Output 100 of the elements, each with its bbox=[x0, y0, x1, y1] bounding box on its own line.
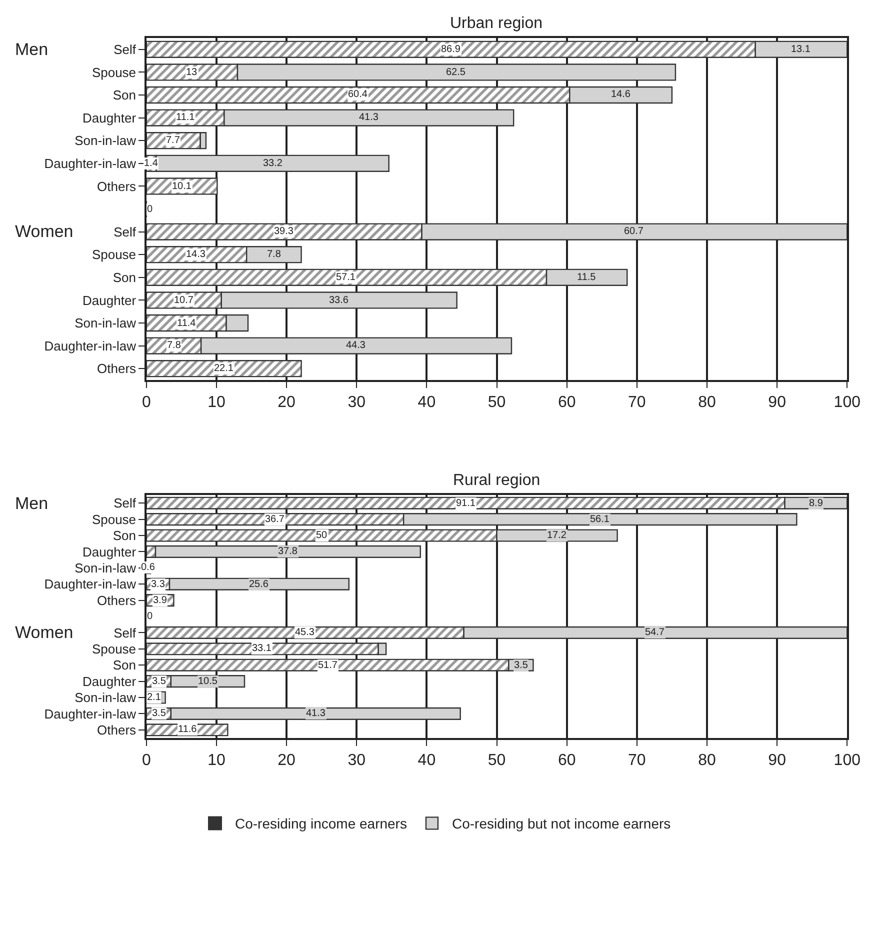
data-label: 25.6 bbox=[249, 579, 269, 590]
data-label: 10.5 bbox=[198, 676, 218, 687]
y-tick-label: Spouse bbox=[92, 247, 136, 262]
data-label: 37.8 bbox=[278, 546, 298, 557]
data-label: 33.6 bbox=[329, 295, 349, 306]
x-tick-label: 70 bbox=[628, 752, 646, 769]
y-tick-label: Daughter bbox=[82, 674, 137, 689]
x-tick-label: 90 bbox=[768, 752, 786, 769]
y-tick-label: Others bbox=[97, 178, 137, 194]
x-tick-label: 20 bbox=[278, 752, 296, 769]
data-label: 11.6 bbox=[178, 724, 198, 735]
x-tick-label: 40 bbox=[418, 752, 436, 769]
data-label: 13 bbox=[186, 67, 198, 78]
y-tick-label: Son-in-law bbox=[74, 316, 137, 331]
x-tick-label: 70 bbox=[628, 394, 646, 411]
data-label: 7.8 bbox=[167, 340, 182, 351]
data-label: 11.5 bbox=[577, 272, 596, 283]
y-tick-label: Self bbox=[114, 42, 136, 57]
data-label: 41.3 bbox=[306, 708, 326, 719]
y-tick-label: Son bbox=[112, 88, 136, 103]
y-tick-label: Daughter-in-law bbox=[44, 156, 137, 171]
y-tick-label: Spouse bbox=[92, 64, 136, 80]
data-label: 33.1 bbox=[252, 643, 272, 654]
y-tick-label: Son bbox=[112, 528, 136, 544]
x-tick-label: 80 bbox=[698, 752, 716, 769]
data-label: 0 bbox=[147, 611, 153, 622]
x-tick-label: 30 bbox=[348, 752, 366, 769]
y-tick-label: Daughter bbox=[82, 544, 137, 560]
data-label: 3.5 bbox=[514, 660, 528, 671]
chart-title: Urban region bbox=[450, 15, 542, 32]
data-label: 41.3 bbox=[359, 112, 379, 123]
data-label: 39.3 bbox=[274, 226, 294, 237]
x-tick-label: 100 bbox=[834, 752, 861, 769]
y-tick-label: Spouse bbox=[92, 641, 136, 656]
x-tick-label: 60 bbox=[558, 752, 576, 769]
data-label: 14.6 bbox=[611, 89, 631, 100]
y-tick-label: Daughter-in-law bbox=[44, 338, 137, 354]
data-label: 36.7 bbox=[265, 514, 285, 525]
data-label: 0 bbox=[147, 204, 153, 215]
text: Women bbox=[15, 623, 74, 642]
legend-label: Co-residing income earners bbox=[235, 816, 407, 832]
y-tick-label: Self bbox=[114, 625, 136, 640]
data-label: 13.1 bbox=[791, 44, 811, 55]
y-tick-label: Daughter-in-law bbox=[44, 576, 137, 592]
data-label: 2.1 bbox=[147, 692, 162, 703]
data-label: 0.6 bbox=[141, 562, 156, 573]
data-label: 3.9 bbox=[153, 595, 168, 606]
data-label: 3.5 bbox=[152, 676, 166, 687]
data-label: 10.7 bbox=[174, 295, 194, 306]
data-label: 33.2 bbox=[263, 158, 283, 169]
y-tick-label: Daughter-in-law bbox=[44, 706, 137, 722]
y-tick-label: Son bbox=[112, 270, 136, 285]
data-label: 14.3 bbox=[186, 249, 206, 260]
x-tick-label: 10 bbox=[208, 752, 226, 769]
data-label: 3.3 bbox=[151, 579, 166, 590]
y-tick-label: Others bbox=[97, 592, 137, 608]
x-tick-label: 50 bbox=[488, 752, 506, 769]
data-label: 86.9 bbox=[441, 44, 461, 55]
x-tick-label: 60 bbox=[558, 394, 576, 411]
data-label: 17.2 bbox=[547, 530, 567, 541]
data-label: 60.4 bbox=[348, 89, 368, 100]
y-tick-label: Son bbox=[112, 658, 136, 673]
data-label: 60.7 bbox=[624, 226, 644, 237]
data-label: 56.1 bbox=[590, 514, 610, 525]
x-tick-label: 0 bbox=[142, 394, 151, 411]
data-label: 57.1 bbox=[336, 272, 356, 283]
x-tick-label: 30 bbox=[348, 394, 366, 411]
y-tick-label: Spouse bbox=[92, 512, 136, 527]
x-tick-label: 90 bbox=[768, 394, 786, 411]
y-tick-label: Son-in-law bbox=[74, 133, 137, 148]
data-label: 22.1 bbox=[214, 363, 234, 374]
chart-title: Rural region bbox=[453, 472, 540, 489]
data-label: 3.5 bbox=[152, 708, 166, 719]
x-tick-label: 0 bbox=[142, 752, 151, 769]
data-label: 11.1 bbox=[176, 112, 196, 123]
x-tick-label: 100 bbox=[834, 394, 861, 411]
data-label: 10.1 bbox=[172, 181, 192, 192]
data-label: 7.7 bbox=[166, 135, 180, 146]
text: Men bbox=[15, 40, 48, 59]
y-tick-label: Daughter bbox=[82, 110, 137, 126]
y-tick-label: Others bbox=[97, 722, 137, 738]
x-tick-label: 10 bbox=[208, 394, 226, 411]
y-tick-label: Self bbox=[114, 496, 136, 511]
data-label: 51.7 bbox=[318, 660, 338, 671]
data-label: 54.7 bbox=[645, 627, 665, 638]
x-tick-label: 50 bbox=[488, 394, 506, 411]
data-label: 91.1 bbox=[456, 498, 476, 509]
data-label: 50 bbox=[316, 530, 328, 541]
data-label: 44.3 bbox=[346, 340, 366, 351]
y-tick-label: Daughter bbox=[82, 292, 137, 308]
y-tick-label: Son-in-law bbox=[74, 690, 137, 706]
legend-label: Co-residing but not income earners bbox=[452, 816, 671, 832]
x-tick-label: 80 bbox=[698, 394, 716, 411]
y-tick-label: Others bbox=[97, 361, 137, 376]
data-label: 8.9 bbox=[809, 498, 824, 509]
x-tick-label: 20 bbox=[278, 394, 296, 411]
y-tick-label: Self bbox=[114, 224, 136, 240]
data-label: 62.5 bbox=[446, 67, 466, 78]
y-tick-label: Son-in-law bbox=[74, 560, 137, 576]
data-label: 7.8 bbox=[267, 249, 282, 260]
